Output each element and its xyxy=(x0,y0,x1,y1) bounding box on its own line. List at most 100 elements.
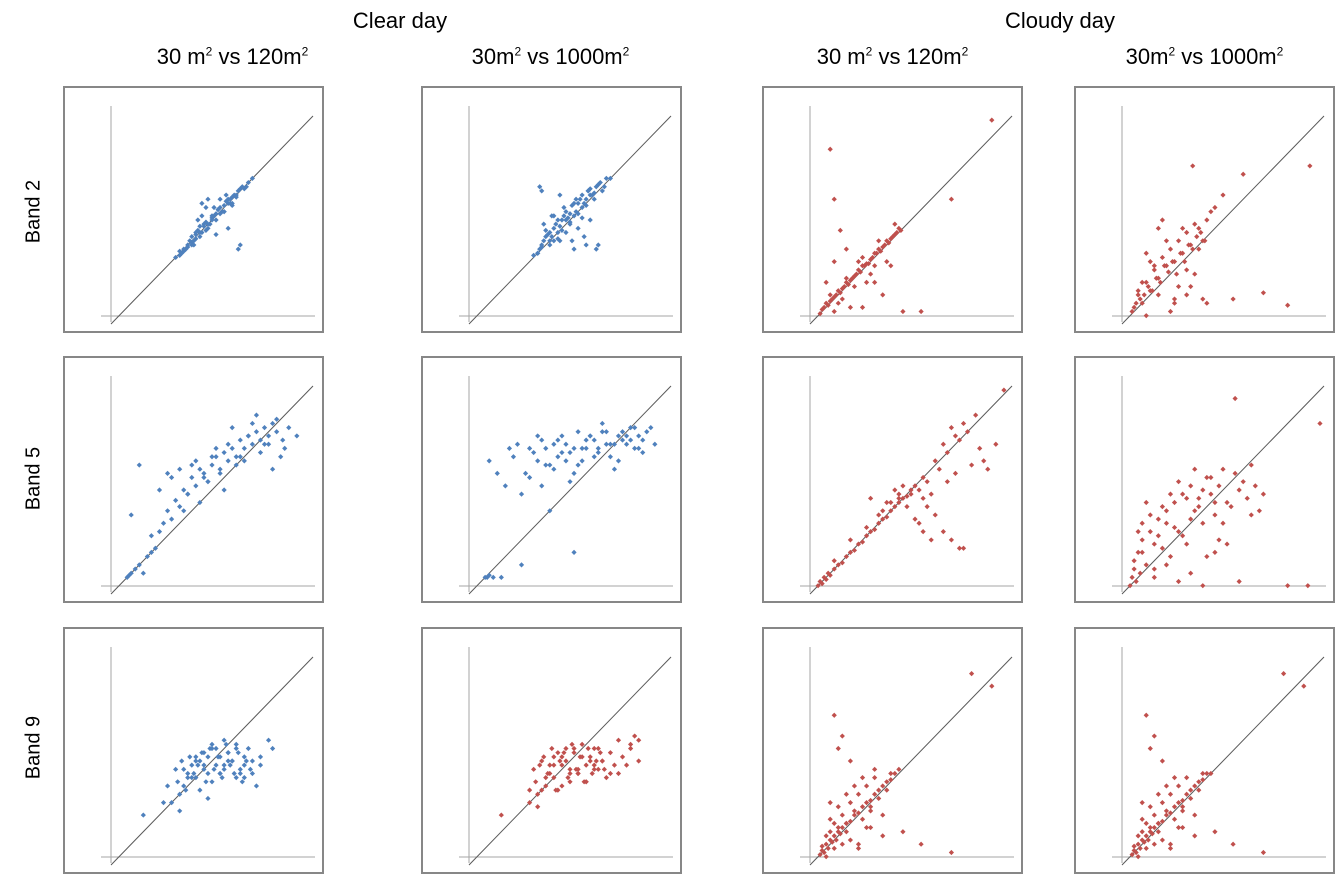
scatter-plot xyxy=(101,376,315,595)
data-point xyxy=(567,766,573,772)
data-point xyxy=(185,491,191,497)
scatter-panel-r1-c2 xyxy=(421,86,682,333)
data-point xyxy=(1155,516,1161,522)
data-point xyxy=(847,537,853,543)
data-point xyxy=(209,462,215,468)
data-point xyxy=(241,458,247,464)
data-point xyxy=(235,246,241,252)
data-point xyxy=(1141,292,1147,298)
data-point xyxy=(559,783,565,789)
data-point xyxy=(960,420,967,427)
data-point xyxy=(201,474,207,481)
data-point xyxy=(1180,824,1186,831)
data-point xyxy=(1159,254,1165,261)
data-point xyxy=(928,537,934,543)
data-point xyxy=(179,758,185,764)
data-point xyxy=(211,766,217,772)
one-to-one-line xyxy=(1121,656,1325,866)
data-point xyxy=(561,750,567,756)
data-point xyxy=(169,474,175,481)
data-point xyxy=(571,470,577,476)
data-point xyxy=(636,737,642,743)
data-point xyxy=(1182,259,1188,265)
data-point xyxy=(1192,508,1198,514)
data-point xyxy=(563,441,569,447)
data-point xyxy=(591,745,597,752)
data-point xyxy=(900,829,906,835)
data-point xyxy=(221,766,227,772)
data-point xyxy=(265,737,272,743)
data-point xyxy=(213,231,219,238)
data-point xyxy=(245,179,251,186)
data-point xyxy=(567,449,573,456)
data-point xyxy=(1200,770,1206,777)
data-point xyxy=(863,524,870,531)
data-point xyxy=(859,254,866,261)
row-title-band-9: Band 9 xyxy=(22,715,45,780)
data-point xyxy=(148,533,154,539)
data-point xyxy=(177,248,183,254)
data-point xyxy=(543,445,549,451)
data-point xyxy=(257,449,264,456)
data-point xyxy=(1139,537,1145,543)
data-point xyxy=(1188,795,1194,802)
data-point xyxy=(1163,238,1170,244)
data-point xyxy=(985,466,991,472)
data-point xyxy=(164,783,171,789)
data-point xyxy=(547,238,553,244)
data-point xyxy=(253,783,260,789)
data-point xyxy=(876,238,882,244)
data-point xyxy=(215,207,221,213)
data-point xyxy=(537,246,543,252)
data-point xyxy=(1180,225,1186,231)
data-point xyxy=(944,449,950,456)
data-point xyxy=(253,412,260,418)
data-point xyxy=(1184,292,1190,298)
data-point xyxy=(1180,797,1186,804)
data-point xyxy=(1236,487,1242,493)
data-point xyxy=(583,762,589,768)
data-point xyxy=(187,238,193,244)
data-point xyxy=(555,229,561,236)
data-point xyxy=(896,495,902,501)
data-point xyxy=(243,758,249,764)
data-point xyxy=(549,234,555,240)
data-point xyxy=(1171,499,1178,506)
data-point xyxy=(892,487,898,493)
data-point xyxy=(1155,791,1161,797)
data-point xyxy=(1147,804,1153,810)
data-point xyxy=(1190,246,1196,252)
data-point xyxy=(827,800,833,806)
data-point xyxy=(831,820,837,826)
data-point xyxy=(872,279,878,285)
data-point xyxy=(1212,499,1218,506)
data-point xyxy=(567,211,573,217)
data-point xyxy=(900,483,906,489)
data-point xyxy=(1135,292,1141,298)
data-point xyxy=(140,812,146,818)
data-point xyxy=(587,217,593,223)
data-point xyxy=(177,808,183,814)
data-point xyxy=(518,491,525,497)
data-point xyxy=(169,516,175,522)
data-point xyxy=(189,474,195,481)
data-point xyxy=(573,196,579,202)
data-point xyxy=(1159,800,1165,806)
data-point xyxy=(831,259,837,265)
data-point xyxy=(235,750,241,756)
data-point xyxy=(868,495,874,501)
column-title-2: 30m2 vs 1000m2 xyxy=(471,44,630,69)
data-point xyxy=(623,441,630,447)
data-point xyxy=(1135,549,1141,555)
data-point xyxy=(205,754,211,760)
data-point xyxy=(237,766,243,772)
data-point xyxy=(884,779,890,785)
data-point xyxy=(203,779,209,785)
data-point xyxy=(1204,217,1210,223)
data-point xyxy=(187,754,193,760)
data-point xyxy=(563,458,569,464)
data-point xyxy=(601,766,607,772)
data-point xyxy=(581,234,587,240)
column-title-4: 30m2 vs 1000m2 xyxy=(1125,44,1284,69)
data-point xyxy=(1167,553,1174,560)
